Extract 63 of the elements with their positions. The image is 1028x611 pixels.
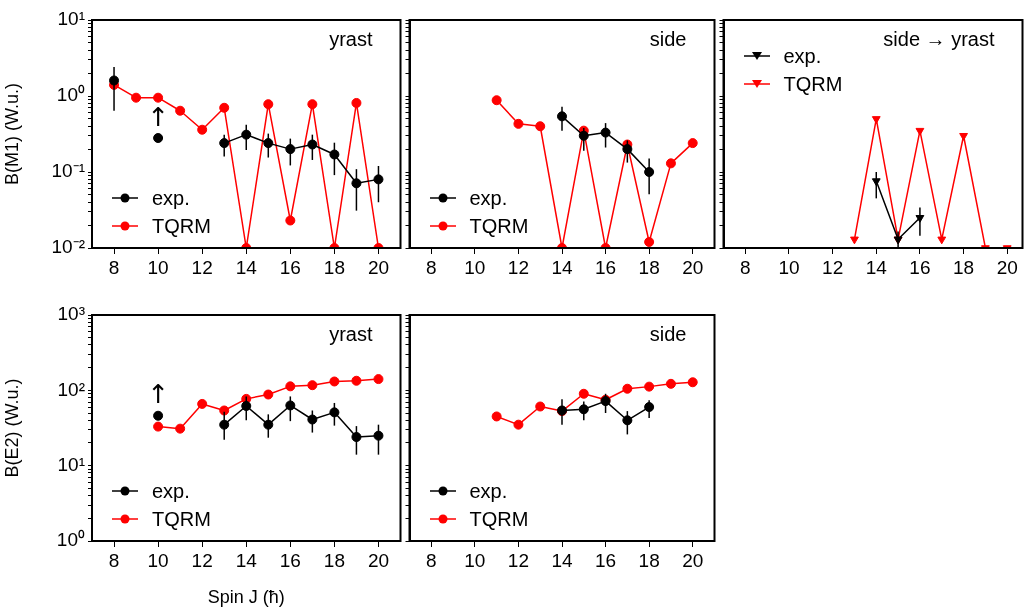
y-tick-label: 10⁻² bbox=[51, 236, 85, 258]
legend-label: TQRM bbox=[469, 507, 529, 531]
legend-label: TQRM bbox=[469, 214, 529, 238]
x-tick-label: 20 bbox=[682, 256, 704, 278]
chart-title: yrast bbox=[329, 322, 373, 345]
x-tick-label: 20 bbox=[682, 549, 704, 571]
x-tick-label: 16 bbox=[279, 256, 301, 278]
x-tick-label: 18 bbox=[638, 256, 660, 278]
y-tick-label: 10³ bbox=[57, 303, 85, 325]
chart-title: yrast bbox=[329, 27, 373, 50]
x-tick-label: 16 bbox=[595, 549, 617, 571]
legend-label: exp. bbox=[469, 186, 508, 210]
y-tick-label: 10⁻¹ bbox=[51, 160, 85, 182]
y-axis-title: B(E2) (W.u.) bbox=[1, 378, 22, 478]
x-tick-label: 14 bbox=[865, 256, 888, 278]
x-tick-label: 14 bbox=[551, 549, 573, 571]
annotation: ↑ bbox=[147, 101, 170, 132]
legend-label: TQRM bbox=[783, 72, 843, 96]
y-tick-label: 10⁰ bbox=[56, 84, 85, 106]
legend-label: exp. bbox=[469, 479, 508, 503]
x-tick-label: 12 bbox=[507, 256, 529, 278]
x-tick-label: 16 bbox=[595, 256, 617, 278]
x-tick-label: 12 bbox=[822, 256, 844, 278]
x-tick-label: 14 bbox=[551, 256, 573, 278]
x-tick-label: 14 bbox=[235, 549, 258, 571]
x-tick-label: 10 bbox=[778, 256, 800, 278]
x-tick-label: 8 bbox=[426, 549, 437, 571]
y-tick-label: 10¹ bbox=[57, 453, 85, 475]
x-tick-label: 16 bbox=[279, 549, 301, 571]
x-axis-title: Spin J (ħ) bbox=[207, 587, 285, 608]
x-tick-label: 8 bbox=[108, 549, 120, 571]
x-tick-label: 10 bbox=[464, 256, 486, 278]
x-tick-label: 18 bbox=[638, 549, 660, 571]
legend-label: exp. bbox=[152, 479, 190, 503]
x-tick-label: 18 bbox=[953, 256, 975, 278]
x-tick-label: 16 bbox=[909, 256, 931, 278]
x-tick-label: 10 bbox=[464, 549, 486, 571]
x-tick-label: 18 bbox=[323, 256, 345, 278]
x-tick-label: 14 bbox=[235, 256, 258, 278]
y-tick-label: 10⁰ bbox=[56, 529, 85, 551]
chart-title: side bbox=[649, 322, 687, 345]
legend-label: exp. bbox=[152, 186, 190, 210]
x-tick-label: 12 bbox=[191, 256, 213, 278]
legend-label: TQRM bbox=[152, 214, 211, 238]
y-tick-label: 10² bbox=[57, 378, 85, 400]
x-tick-label: 18 bbox=[323, 549, 345, 571]
legend-label: TQRM bbox=[152, 507, 211, 531]
chart-title: side → yrast bbox=[883, 27, 995, 50]
x-tick-label: 8 bbox=[426, 256, 437, 278]
annotation: ↑ bbox=[147, 379, 170, 410]
x-tick-label: 12 bbox=[191, 549, 213, 571]
x-tick-label: 8 bbox=[108, 256, 120, 278]
chart-title: side bbox=[649, 27, 687, 50]
y-axis-title: B(M1) (W.u.) bbox=[1, 83, 22, 185]
legend-label: exp. bbox=[783, 44, 822, 68]
x-tick-label: 20 bbox=[367, 549, 390, 571]
y-tick-label: 10¹ bbox=[57, 8, 85, 30]
x-tick-label: 20 bbox=[996, 256, 1018, 278]
x-tick-label: 8 bbox=[740, 256, 751, 278]
x-tick-label: 20 bbox=[367, 256, 390, 278]
x-tick-label: 10 bbox=[147, 549, 169, 571]
x-tick-label: 10 bbox=[147, 256, 169, 278]
x-tick-label: 12 bbox=[507, 549, 529, 571]
